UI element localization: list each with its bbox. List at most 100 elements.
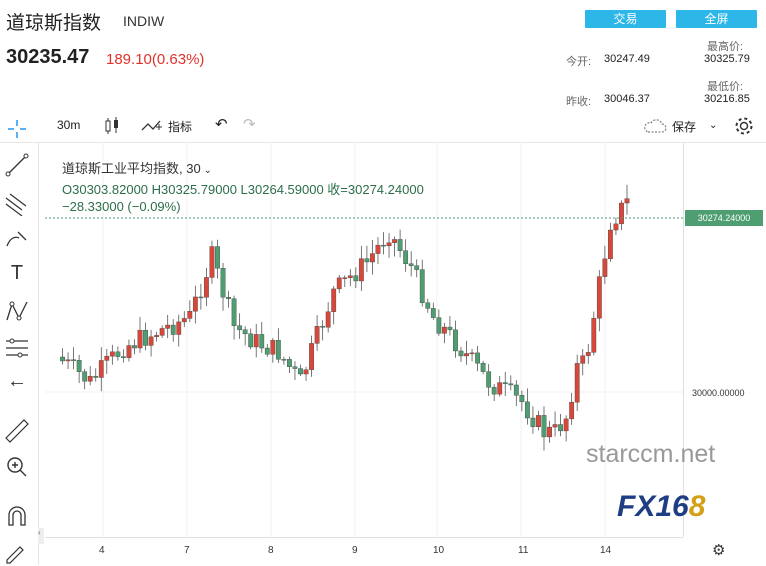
trade-button[interactable]: 交易 xyxy=(585,10,666,28)
indicators-button[interactable]: 指标 xyxy=(168,120,193,134)
legend-title: 道琼斯工业平均指数, 30 ⌄ xyxy=(62,161,212,176)
time-axis[interactable] xyxy=(45,537,683,538)
arrow-left-icon[interactable]: ← xyxy=(7,370,27,392)
candle-body xyxy=(441,326,447,334)
y-tick-label: 30000.00000 xyxy=(692,388,745,398)
candle-body xyxy=(464,353,469,357)
candle-body xyxy=(303,369,309,375)
price-axis[interactable] xyxy=(683,142,766,537)
candle-body xyxy=(480,362,486,372)
candle-body xyxy=(580,355,586,364)
collapse-toolbar-icon[interactable]: ‹ xyxy=(38,528,44,544)
candle-body xyxy=(419,269,425,303)
save-button[interactable]: 保存 xyxy=(672,120,697,134)
candle-body xyxy=(602,258,608,277)
candle-body xyxy=(253,334,259,348)
redo-icon[interactable]: ↷ xyxy=(243,116,256,133)
cloud-icon[interactable] xyxy=(642,117,668,135)
candle-body xyxy=(76,360,82,372)
axis-settings-gear-icon[interactable]: ⚙ xyxy=(712,542,726,559)
candle-body xyxy=(82,371,88,382)
zoom-in-icon[interactable] xyxy=(4,454,30,480)
candle-body xyxy=(425,302,431,309)
candle-body xyxy=(132,345,137,349)
x-tick-label: 9 xyxy=(352,545,358,556)
magnet-icon[interactable] xyxy=(4,503,30,529)
candle-body xyxy=(115,351,121,357)
candle-body xyxy=(392,239,397,243)
ruler-icon[interactable] xyxy=(4,418,30,444)
fib-tool-icon[interactable] xyxy=(4,190,30,216)
current-price: 30235.47 xyxy=(6,46,90,68)
candle-body xyxy=(220,268,226,298)
candle-body xyxy=(364,258,370,263)
brush-icon[interactable] xyxy=(4,226,30,252)
candle-body xyxy=(104,355,110,361)
candle-body xyxy=(558,424,563,432)
candle-body xyxy=(547,426,552,438)
candle-body xyxy=(292,366,298,369)
drawing-toolbar xyxy=(0,142,39,565)
trend-line-icon[interactable] xyxy=(4,152,30,178)
legend-change: −28.33000 (−0.09%) xyxy=(62,199,181,214)
candle-body xyxy=(403,250,409,264)
candle-body xyxy=(65,359,71,362)
candle-body xyxy=(447,326,453,331)
candle-body xyxy=(237,325,243,330)
x-tick-label: 14 xyxy=(600,545,612,556)
chevron-down-icon[interactable]: ⌄ xyxy=(709,120,718,131)
candle-body xyxy=(137,330,143,349)
candle-body xyxy=(287,359,292,367)
candle-body xyxy=(513,384,519,396)
low-value: 30216.85 xyxy=(704,93,750,105)
candle-body xyxy=(209,246,215,278)
candle-body xyxy=(320,325,326,328)
candle-body xyxy=(430,308,436,318)
candle-body xyxy=(176,321,182,335)
candle-body xyxy=(607,229,613,260)
candle-body xyxy=(192,296,198,312)
candle-body xyxy=(314,325,320,344)
chart-toolbar xyxy=(0,112,766,143)
candle-body xyxy=(204,277,209,298)
candle-body xyxy=(491,387,497,395)
candle-body xyxy=(563,418,569,432)
candle-body xyxy=(497,382,503,395)
candle-body xyxy=(530,417,536,428)
text-tool-icon[interactable]: T xyxy=(10,262,24,284)
crosshair-icon[interactable] xyxy=(6,118,28,140)
candle-body xyxy=(502,382,508,384)
interval-selector[interactable]: 30m xyxy=(57,118,81,132)
candle-body xyxy=(187,311,193,319)
candlestick-chart[interactable] xyxy=(45,142,683,537)
candle-type-icon[interactable] xyxy=(103,117,121,135)
legend-ohlc: O30303.82000 H30325.79000 L30264.59000 收… xyxy=(62,182,424,197)
candle-body xyxy=(281,359,287,361)
candle-body xyxy=(414,265,420,270)
candle-body xyxy=(264,347,270,355)
candle-body xyxy=(87,375,93,382)
candle-body xyxy=(259,334,265,349)
indicator-icon[interactable] xyxy=(141,117,163,135)
candle-body xyxy=(270,340,276,355)
prev-close-label: 昨收: xyxy=(566,96,592,108)
candle-body xyxy=(486,371,492,388)
candle-body xyxy=(215,246,220,269)
candle-body xyxy=(165,324,171,329)
fullscreen-button[interactable]: 全屏 xyxy=(676,10,757,28)
candle-body xyxy=(541,415,547,438)
gear-icon[interactable] xyxy=(734,116,754,136)
pencil-lock-icon[interactable] xyxy=(4,540,30,566)
candle-body xyxy=(552,424,558,428)
fx168-logo: FX168 xyxy=(617,490,706,523)
symbol-code: INDIW xyxy=(123,13,165,29)
candle-body xyxy=(524,401,530,419)
x-tick-label: 10 xyxy=(433,545,445,556)
prediction-icon[interactable] xyxy=(4,335,30,361)
open-label: 今开: xyxy=(566,56,592,68)
pattern-icon[interactable] xyxy=(4,298,30,324)
candle-body xyxy=(242,329,248,335)
undo-icon[interactable]: ↶ xyxy=(215,116,228,133)
candle-body xyxy=(508,383,514,386)
candle-body xyxy=(198,296,204,299)
